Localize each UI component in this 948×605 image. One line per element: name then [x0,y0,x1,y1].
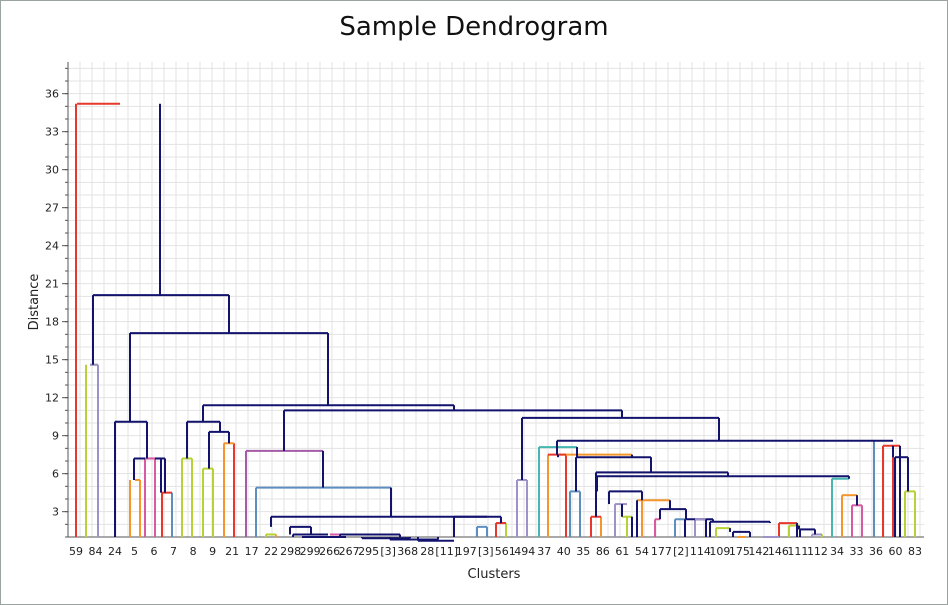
leaf-label: 22 [264,545,278,558]
chart-title: Sample Dendrogram [339,12,609,42]
y-axis-label: Distance [27,274,42,331]
y-tick-label: 3 [52,506,59,519]
leaf-label: 86 [596,545,610,558]
leaf-label: 142 [748,545,769,558]
leaf-label: [11] [435,545,458,558]
y-tick-label: 12 [45,392,59,405]
leaf-label: 7 [170,545,177,558]
leaf-label: 28 [420,545,434,558]
leaf-label: 146 [768,545,789,558]
leaf-label: 109 [709,545,730,558]
y-tick-label: 36 [45,88,59,101]
y-tick-label: 30 [45,164,59,177]
leaf-label: 267 [339,545,360,558]
leaf-label: 17 [245,545,259,558]
leaf-label: 37 [537,545,551,558]
leaf-label: 59 [69,545,83,558]
leaf-label: 299 [300,545,321,558]
leaf-label: 9 [209,545,216,558]
x-axis-label: Clusters [468,567,521,582]
leaf-label: [3] [380,545,396,558]
leaf-label: 36 [869,545,883,558]
y-tick-label: 9 [52,430,59,443]
y-tick-label: 27 [45,202,59,215]
leaf-label: 84 [89,545,103,558]
leaf-label: 5 [131,545,138,558]
dendrogram-links [75,102,916,542]
leaf-label: 177 [651,545,672,558]
leaf-label: 8 [190,545,197,558]
leaf-label: 21 [225,545,239,558]
leaf-label: 83 [908,545,922,558]
leaf-label: 6 [151,545,158,558]
leaf-label: 40 [557,545,571,558]
leaf-label: [2] [673,545,689,558]
leaf-label: 34 [830,545,844,558]
leaf-label: 368 [397,545,418,558]
leaf-label: 114 [690,545,711,558]
leaf-label: [3] [478,545,494,558]
leaf-label: 61 [615,545,629,558]
leaf-label: 35 [576,545,590,558]
leaf-label: 24 [108,545,122,558]
leaf-label: 295 [358,545,379,558]
leaf-label: 54 [635,545,649,558]
leaf-label: 60 [888,545,902,558]
y-tick-label: 33 [45,126,59,139]
leaf-label: 112 [807,545,828,558]
y-tick-label: 18 [45,316,59,329]
leaf-label: 111 [787,545,808,558]
leaf-label: 266 [319,545,340,558]
leaf-label: 494 [514,545,535,558]
y-tick-label: 21 [45,278,59,291]
leaf-label: 175 [729,545,750,558]
leaf-label: 298 [280,545,301,558]
grid [67,62,924,538]
leaf-label: 561 [495,545,516,558]
leaf-label: 197 [456,545,477,558]
y-tick-label: 24 [45,240,59,253]
leaf-label: 33 [849,545,863,558]
y-tick-label: 6 [52,468,59,481]
y-tick-label: 15 [45,354,59,367]
